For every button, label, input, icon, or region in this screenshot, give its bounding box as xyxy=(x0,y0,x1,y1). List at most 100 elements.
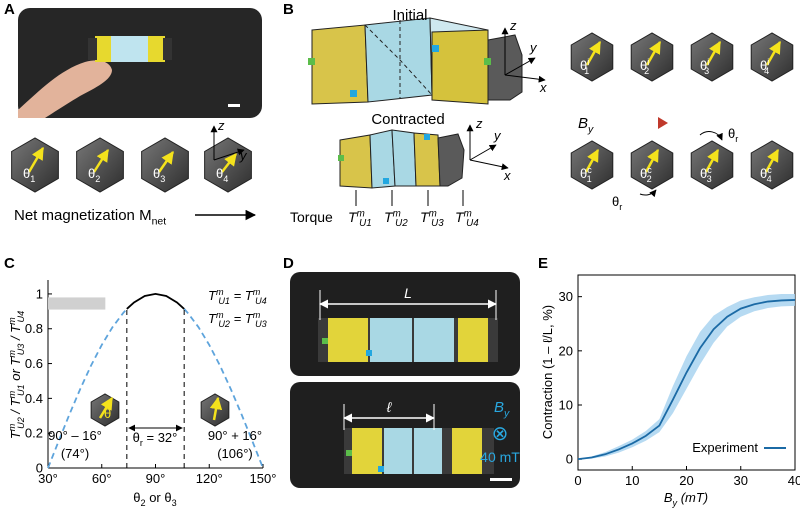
text-part: T xyxy=(348,209,358,225)
text-part: U1 xyxy=(16,384,26,396)
moment-arrow xyxy=(221,153,237,173)
text-part: m xyxy=(216,287,224,297)
text-part: θ xyxy=(760,58,767,73)
text-part: θ xyxy=(216,166,223,181)
y-tick-label: 10 xyxy=(559,398,573,413)
text-part: T xyxy=(8,357,23,366)
text-part: θ xyxy=(728,126,735,141)
text-part: θ xyxy=(640,166,647,181)
text-part: = 32° xyxy=(143,430,177,445)
axis-arrow xyxy=(469,144,497,161)
text-part: Net magnetization xyxy=(14,207,139,224)
angle-label: θc 4 xyxy=(760,165,772,184)
moment-arrow xyxy=(585,40,602,66)
axis-arrow xyxy=(504,57,536,76)
moment-arrow xyxy=(644,148,660,173)
angle-label: θ4 xyxy=(216,166,228,184)
magnet-hexagon xyxy=(76,137,124,193)
text-part: m xyxy=(7,390,17,398)
panel-label: A xyxy=(4,1,15,18)
magnetization-label: Net magnetization Mnet xyxy=(14,207,166,228)
text-part: B xyxy=(494,399,504,416)
torque-symbol: Tm U4 xyxy=(455,208,479,229)
text-part: m xyxy=(357,208,365,219)
text-part: m xyxy=(216,310,224,320)
y-tick-label: 0.4 xyxy=(25,391,43,406)
moment-arrow xyxy=(209,396,223,421)
text-part: T xyxy=(384,209,394,225)
text-part: U3 xyxy=(255,319,267,329)
axis-label: z xyxy=(217,118,225,133)
text-part: U4 xyxy=(466,218,479,229)
angle-label: θ2 xyxy=(88,166,100,184)
text-part: i xyxy=(647,57,649,67)
text-part: T xyxy=(455,209,465,225)
text-part: c xyxy=(767,165,772,175)
text-part: 3 xyxy=(172,498,177,508)
magnet-hexagon xyxy=(11,137,59,193)
axis-label: x xyxy=(503,168,511,183)
y-tick-label: 0.8 xyxy=(25,321,43,336)
text-part: r xyxy=(735,134,738,144)
text-part: 1 xyxy=(587,174,592,184)
text-part: θ xyxy=(700,58,707,73)
magnet-hexagon xyxy=(690,140,734,190)
text-part: M xyxy=(139,207,152,224)
text-part: r xyxy=(619,202,622,212)
angle-label: θ1 xyxy=(23,166,35,184)
text-part: θ xyxy=(133,490,140,505)
y-tick-label: 1 xyxy=(36,286,43,301)
x-tick-label: 40 xyxy=(788,473,800,488)
legend-label: Experiment xyxy=(692,440,758,455)
text-part: m xyxy=(7,423,17,431)
angle-label: θi 4 xyxy=(760,57,769,76)
y-tick-label: 0.2 xyxy=(25,426,43,441)
text-part: U1 xyxy=(359,218,372,229)
text-part: = xyxy=(230,288,245,303)
annotation: 90° + 16° xyxy=(208,428,262,443)
y-axis-label: TmU2 / TmU1 or TmU3 / TmU4 xyxy=(7,311,26,439)
text-part: θ xyxy=(133,430,140,445)
y-tick-label: 0 xyxy=(36,461,43,476)
text-part: i xyxy=(587,57,589,67)
text-part: θ xyxy=(640,58,647,73)
torque-label: Torque xyxy=(290,209,333,225)
text-part: T xyxy=(420,209,430,225)
field-arrow-head xyxy=(658,117,668,129)
moment-arrow xyxy=(765,40,782,66)
annotation: 90° – 16° xyxy=(48,428,102,443)
text-part: y xyxy=(672,498,678,508)
moment-arrow xyxy=(705,40,722,66)
text-part: r xyxy=(140,438,143,448)
text-part: 1 xyxy=(30,174,35,184)
text-part: U4 xyxy=(16,311,26,323)
text-part: 4 xyxy=(223,174,228,184)
y-tick-label: 20 xyxy=(559,343,573,358)
origami-initial xyxy=(308,17,523,105)
field-label: By xyxy=(494,399,510,420)
text-part: 2 xyxy=(644,66,649,76)
annotation: (74°) xyxy=(61,446,89,461)
panel-label: B xyxy=(283,1,294,18)
text-part: 2 xyxy=(95,174,100,184)
equation: Tm U2 = Tm U3 xyxy=(208,310,267,329)
y-tick-label: 0 xyxy=(566,452,573,467)
theta-r-label: θr xyxy=(728,126,738,144)
y-tick-label: 30 xyxy=(559,289,573,304)
text-part: U3 xyxy=(431,218,444,229)
text-part: T xyxy=(245,311,254,326)
shaded-band xyxy=(48,297,106,310)
magnet-hexagon xyxy=(630,140,674,190)
text-part: y xyxy=(503,408,510,420)
state-label: Initial xyxy=(392,7,427,24)
state-label: Contracted xyxy=(371,111,444,128)
axis-arrow xyxy=(469,159,509,171)
inset-symbol: θ xyxy=(104,406,111,421)
text-part: / xyxy=(8,406,23,417)
text-part: θ xyxy=(164,490,171,505)
magnet-hexagon xyxy=(750,140,794,190)
panel-label: D xyxy=(283,255,294,272)
angle-label: θ3 xyxy=(153,166,165,184)
moment-arrow xyxy=(157,150,175,173)
photo-a xyxy=(18,8,262,118)
